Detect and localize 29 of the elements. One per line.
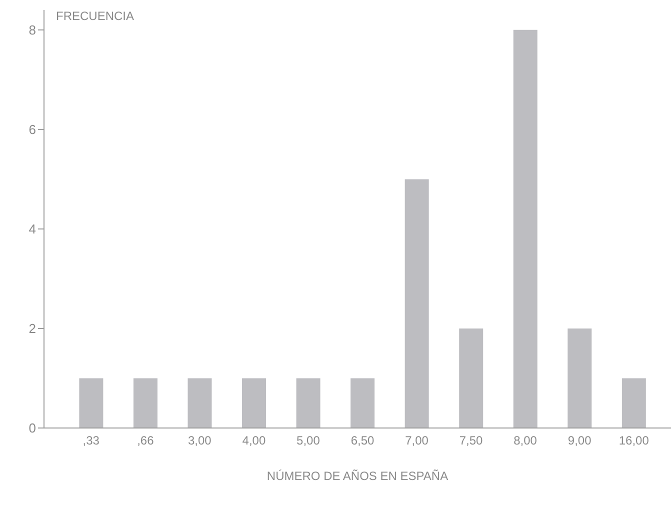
y-tick-label: 8: [28, 22, 36, 38]
x-axis-title: NÚMERO DE AÑOS EN ESPAÑA: [266, 469, 448, 483]
bar: [513, 30, 538, 428]
bar: [79, 378, 104, 428]
y-tick-label: 0: [28, 420, 36, 436]
bar: [622, 378, 646, 428]
x-tick-label: 8,00: [514, 434, 538, 448]
x-tick-label: 7,00: [405, 434, 429, 448]
bar: [459, 328, 484, 428]
bar: [296, 378, 320, 428]
bar: [133, 378, 158, 428]
x-tick-label: 16,00: [618, 434, 650, 448]
bar: [188, 378, 212, 428]
x-tick-label: 6,50: [350, 434, 374, 448]
y-axis-title: FRECUENCIA: [56, 9, 134, 23]
y-tick-label: 6: [28, 122, 36, 138]
bar: [242, 378, 266, 428]
y-tick-label: 2: [28, 321, 36, 336]
x-tick-label: 9,00: [568, 434, 592, 448]
bar: [568, 328, 592, 428]
x-tick-label: 4,00: [242, 434, 266, 448]
bar: [350, 378, 375, 428]
x-tick-label: 3,00: [188, 434, 212, 448]
x-tick-label: 5,00: [296, 434, 320, 448]
y-tick-label: 4: [28, 222, 36, 237]
x-tick-label: ,33: [82, 434, 100, 448]
bar: [404, 179, 429, 428]
x-tick-label: ,66: [137, 434, 154, 448]
x-tick-label: 7,50: [459, 434, 484, 448]
